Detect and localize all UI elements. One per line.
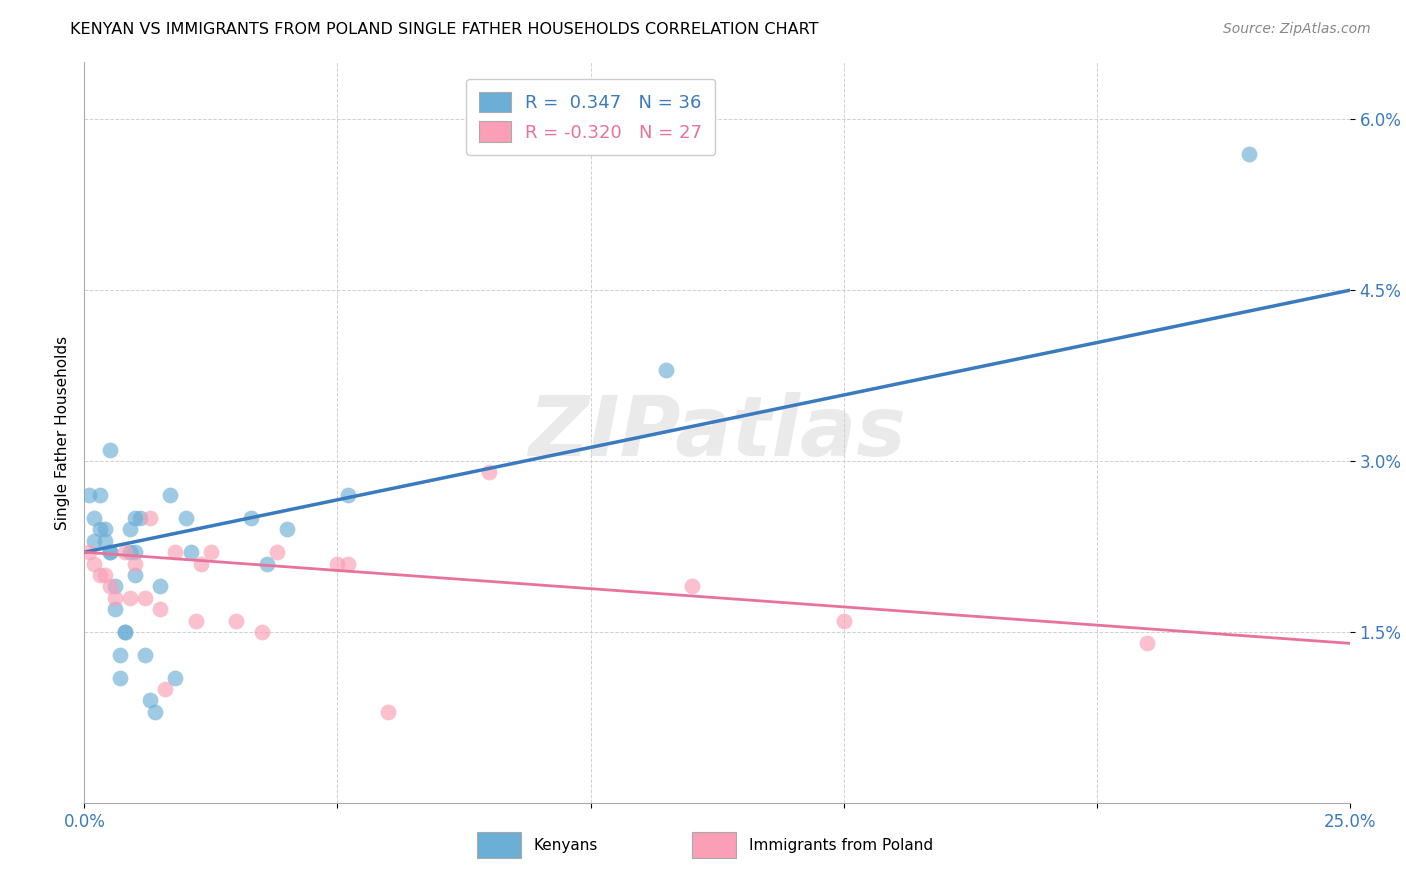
Text: Immigrants from Poland: Immigrants from Poland — [749, 838, 932, 853]
Point — [108, 648, 131, 662]
Point — [129, 511, 152, 525]
Point — [139, 511, 162, 525]
Point — [114, 545, 136, 559]
Point — [165, 671, 187, 685]
Point — [108, 671, 131, 685]
Point — [174, 511, 197, 525]
Legend: R =  0.347   N = 36, R = -0.320   N = 27: R = 0.347 N = 36, R = -0.320 N = 27 — [465, 78, 716, 155]
Point — [124, 557, 146, 571]
Point — [180, 545, 202, 559]
Point — [89, 568, 111, 582]
Point — [159, 488, 181, 502]
Point — [104, 602, 127, 616]
Point — [155, 681, 177, 696]
Point — [89, 523, 111, 537]
Point — [134, 648, 156, 662]
Point — [118, 591, 141, 605]
Point — [98, 545, 121, 559]
Point — [124, 545, 146, 559]
Point — [200, 545, 222, 559]
Point — [256, 557, 278, 571]
Point — [118, 545, 141, 559]
FancyBboxPatch shape — [692, 832, 737, 858]
Point — [83, 511, 105, 525]
Point — [118, 523, 141, 537]
Point — [240, 511, 263, 525]
Point — [89, 488, 111, 502]
Point — [114, 624, 136, 639]
Point — [83, 533, 105, 548]
Point — [83, 557, 105, 571]
FancyBboxPatch shape — [477, 832, 520, 858]
Point — [93, 533, 115, 548]
Y-axis label: Single Father Households: Single Father Households — [55, 335, 70, 530]
Text: Source: ZipAtlas.com: Source: ZipAtlas.com — [1223, 22, 1371, 37]
Point — [114, 624, 136, 639]
Point — [266, 545, 288, 559]
Point — [139, 693, 162, 707]
Point — [165, 545, 187, 559]
Point — [276, 523, 298, 537]
Point — [134, 591, 156, 605]
Point — [681, 579, 703, 593]
Point — [93, 568, 115, 582]
Text: Kenyans: Kenyans — [534, 838, 598, 853]
Point — [478, 466, 501, 480]
Point — [225, 614, 247, 628]
Point — [98, 442, 121, 457]
Point — [377, 705, 399, 719]
Point — [184, 614, 207, 628]
Point — [93, 523, 115, 537]
Point — [124, 511, 146, 525]
Text: ZIPatlas: ZIPatlas — [529, 392, 905, 473]
Point — [655, 363, 678, 377]
Point — [149, 579, 172, 593]
Point — [336, 557, 359, 571]
Point — [104, 579, 127, 593]
Point — [326, 557, 349, 571]
Text: KENYAN VS IMMIGRANTS FROM POLAND SINGLE FATHER HOUSEHOLDS CORRELATION CHART: KENYAN VS IMMIGRANTS FROM POLAND SINGLE … — [70, 22, 818, 37]
Point — [98, 579, 121, 593]
Point — [124, 568, 146, 582]
Point — [336, 488, 359, 502]
Point — [149, 602, 172, 616]
Point — [104, 591, 127, 605]
Point — [98, 545, 121, 559]
Point — [250, 624, 273, 639]
Point — [832, 614, 855, 628]
Point — [79, 488, 101, 502]
Point — [1136, 636, 1159, 650]
Point — [190, 557, 212, 571]
Point — [79, 545, 101, 559]
Point — [143, 705, 166, 719]
Point — [1237, 146, 1260, 161]
